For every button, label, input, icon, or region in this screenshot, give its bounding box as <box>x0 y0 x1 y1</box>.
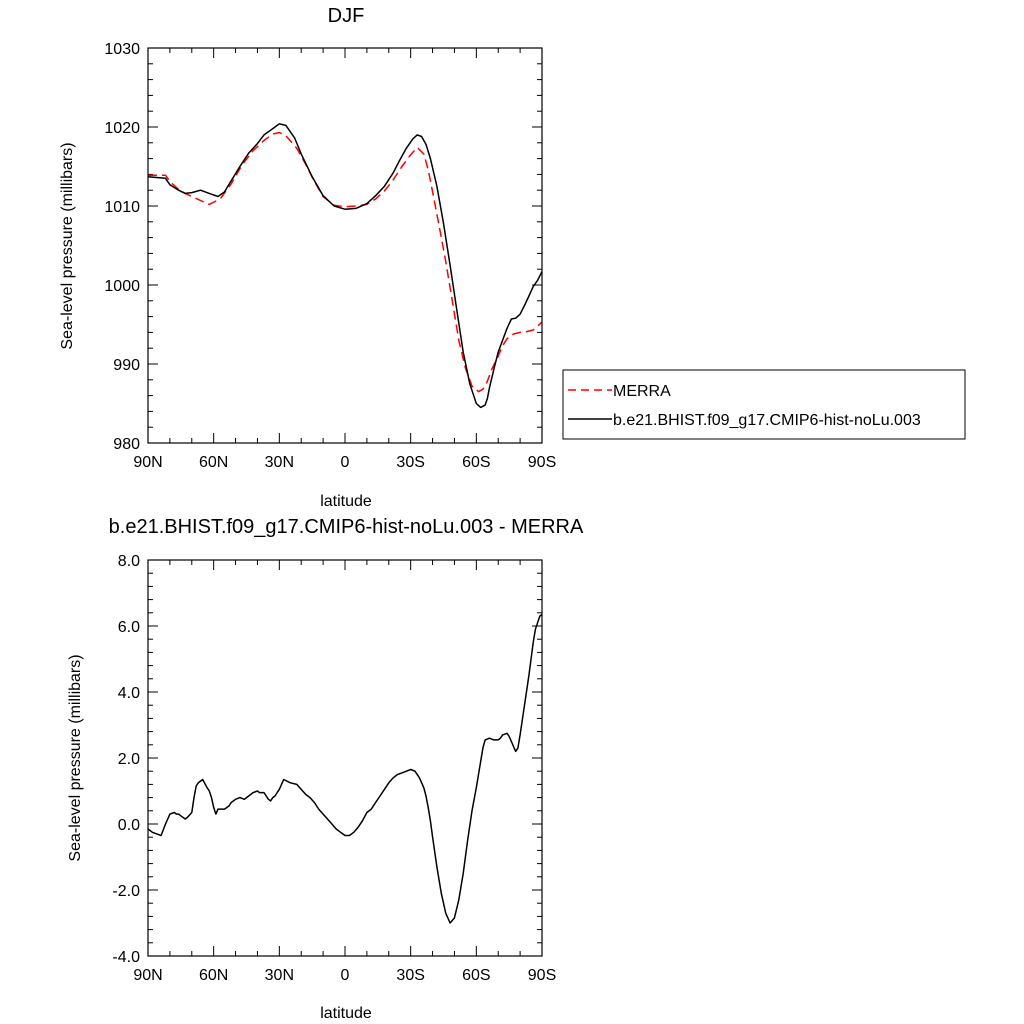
legend: MERRA b.e21.BHIST.f09_g17.CMIP6-hist-noL… <box>562 369 966 440</box>
difference-series <box>147 613 543 924</box>
difference-y-tick-label: 0.0 <box>118 817 140 834</box>
pressure-x-tick-label: 90S <box>528 454 556 471</box>
pressure-plot-frame <box>147 47 543 444</box>
pressure-chart-title: DJF <box>328 5 365 27</box>
pressure-x-tick-label: 30S <box>396 454 424 471</box>
difference-x-tick-label: 60N <box>199 967 228 984</box>
pressure-y-tick-label: 1010 <box>104 199 140 216</box>
pressure-series <box>147 123 543 409</box>
difference-x-tick-label: 60S <box>462 967 490 984</box>
pressure-x-tick-label: 60N <box>199 454 228 471</box>
difference-chart-title: b.e21.BHIST.f09_g17.CMIP6-hist-noLu.003 … <box>109 516 584 538</box>
difference-x-axis-label: latitude <box>320 1005 372 1022</box>
difference-y-axis-label: Sea-level pressure (millibars) <box>67 654 84 861</box>
difference-y-tick-label: 6.0 <box>118 619 140 636</box>
difference-plot-frame <box>147 559 543 957</box>
difference-x-tick-label: 30S <box>396 967 424 984</box>
pressure-x-tick-label: 0 <box>341 454 350 471</box>
legend-model-label: b.e21.BHIST.f09_g17.CMIP6-hist-noLu.003 <box>613 412 921 429</box>
difference-y-tick-label: 2.0 <box>118 751 140 768</box>
difference-x-tick-label: 90S <box>528 967 556 984</box>
difference-panel: b.e21.BHIST.f09_g17.CMIP6-hist-noLu.003 … <box>67 516 584 1022</box>
pressure-x-tick-label: 60S <box>462 454 490 471</box>
difference-x-tick-label: 30N <box>265 967 294 984</box>
pressure-panel: DJF latitude Sea-level pressure (milliba… <box>59 5 966 510</box>
legend-merra-label: MERRA <box>613 383 671 400</box>
pressure-y-tick-label: 1020 <box>104 120 140 137</box>
pressure-y-axis-label: Sea-level pressure (millibars) <box>59 142 76 349</box>
difference-series-line-difference <box>147 613 543 924</box>
legend-box <box>562 369 966 440</box>
difference-x-tick-label: 90N <box>133 967 162 984</box>
difference-ticks: 90N 60N 30N 0 30S 60S 90S -4.0 -2.0 0.0 2.0 4.0 6.0 8… <box>112 553 556 984</box>
pressure-x-tick-label: 30N <box>265 454 294 471</box>
pressure-y-tick-label: 980 <box>113 436 140 453</box>
difference-y-tick-label: -2.0 <box>112 883 140 900</box>
difference-y-tick-label: 4.0 <box>118 685 140 702</box>
pressure-y-tick-label: 1030 <box>104 41 140 58</box>
pressure-y-tick-label: 990 <box>113 357 140 374</box>
pressure-series-line-merra <box>148 131 543 393</box>
difference-y-tick-label: 8.0 <box>118 553 140 570</box>
pressure-y-tick-label: 1000 <box>104 278 140 295</box>
pressure-x-tick-label: 90N <box>133 454 162 471</box>
difference-x-tick-label: 0 <box>341 967 350 984</box>
difference-y-tick-label: -4.0 <box>112 949 140 966</box>
pressure-series-line-model <box>147 123 543 409</box>
pressure-ticks: 90N 60N 30N 0 30S 60S 90S 980 990 1000 1010 1020 103… <box>104 41 556 471</box>
pressure-x-axis-label: latitude <box>320 493 372 510</box>
